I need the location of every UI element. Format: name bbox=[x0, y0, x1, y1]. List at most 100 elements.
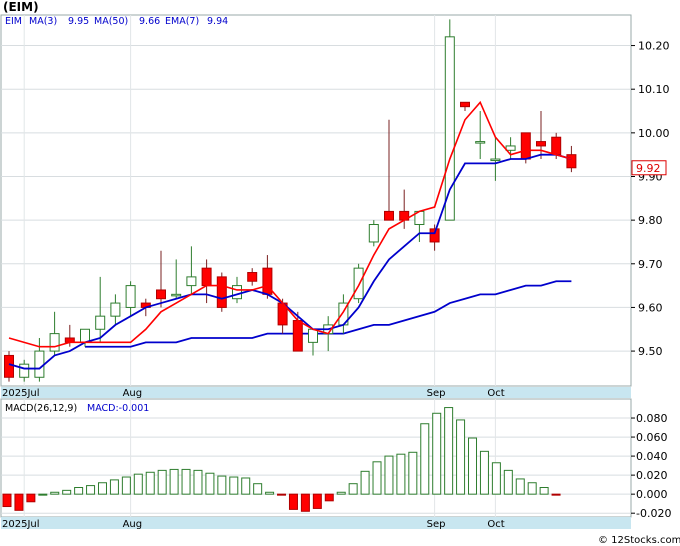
price-x-axis: 2025Jul Aug Sep Oct bbox=[2, 388, 505, 399]
candle-body-up bbox=[34, 350, 45, 378]
macd-bar-positive bbox=[456, 419, 466, 495]
candle bbox=[95, 276, 106, 343]
macd-bar-negative bbox=[551, 493, 561, 496]
macd-bar-positive bbox=[253, 483, 263, 495]
candle-body-down bbox=[292, 320, 303, 352]
macd-bar-positive bbox=[193, 469, 203, 495]
macd-y-tick-label: 0.000 bbox=[636, 488, 668, 501]
candle-body-up bbox=[444, 36, 455, 221]
macd-y-tick-label: -0.020 bbox=[636, 507, 671, 520]
macd-bar-positive bbox=[157, 469, 167, 495]
candle-body-up bbox=[80, 328, 90, 343]
candle-body-down bbox=[216, 276, 227, 308]
macd-bar-positive bbox=[479, 450, 489, 495]
candle-body-down bbox=[566, 154, 577, 169]
candle-body-down bbox=[551, 136, 562, 156]
candle bbox=[19, 359, 30, 382]
macd-bar-positive bbox=[97, 482, 107, 495]
candle bbox=[171, 259, 182, 299]
macd-bar-positive bbox=[527, 482, 537, 495]
macd-bar-positive bbox=[181, 468, 191, 495]
candle bbox=[429, 224, 440, 251]
ma3-line-layer bbox=[8, 100, 572, 348]
macd-legend-label: MACD(26,12,9) bbox=[5, 403, 77, 414]
macd-y-axis: 0.080 0.060 0.040 0.020 0.000 -0.020 bbox=[631, 412, 671, 520]
macd-bar-negative bbox=[288, 493, 298, 510]
candle bbox=[475, 111, 486, 160]
candle-body-up bbox=[490, 158, 501, 162]
macd-bar-positive bbox=[265, 491, 275, 495]
ma3-line bbox=[8, 100, 572, 348]
price-x-tick-label: Sep bbox=[427, 388, 446, 399]
candle bbox=[444, 19, 455, 221]
macd-bar-positive bbox=[205, 472, 215, 495]
macd-legend-value: MACD:-0.001 bbox=[87, 403, 149, 414]
macd-bar-positive bbox=[408, 451, 418, 495]
ema7-line bbox=[8, 153, 572, 370]
macd-bar-positive bbox=[396, 453, 406, 495]
price-x-tick-label: Aug bbox=[123, 388, 143, 399]
macd-bar-negative bbox=[14, 493, 24, 511]
price-y-tick-label: 9.80 bbox=[638, 214, 663, 227]
candle bbox=[156, 250, 166, 308]
macd-x-tick-label: 2025Jul bbox=[2, 519, 40, 530]
price-x-axis-band bbox=[1, 387, 631, 398]
macd-bar-positive bbox=[432, 412, 442, 495]
chart-title: (EIM) bbox=[3, 0, 39, 14]
macd-y-tick-label: 0.060 bbox=[636, 431, 668, 444]
macd-x-tick-label: Sep bbox=[427, 519, 446, 530]
legend-ma3-value: 9.95 bbox=[68, 16, 89, 27]
price-y-tick-label: 9.60 bbox=[638, 301, 663, 314]
legend-ma50-value: 9.66 bbox=[139, 16, 160, 27]
macd-y-tick-label: 0.040 bbox=[636, 450, 668, 463]
macd-bar-negative bbox=[2, 493, 12, 508]
macd-bar-negative bbox=[324, 493, 334, 502]
candle-body-up bbox=[95, 315, 106, 330]
candle-body-down bbox=[536, 141, 546, 147]
price-y-tick-label: 10.00 bbox=[638, 127, 670, 140]
candle-body-up bbox=[19, 363, 30, 378]
candle-body-up bbox=[353, 267, 364, 300]
price-gridlines bbox=[1, 15, 631, 386]
candle-body-up bbox=[308, 328, 318, 343]
macd-bar-negative bbox=[277, 493, 287, 496]
candle bbox=[460, 101, 470, 112]
candle-body-up bbox=[505, 145, 516, 151]
price-x-tick-label: Oct bbox=[487, 388, 504, 399]
candle-body-down bbox=[247, 272, 258, 282]
legend-symbol: EIM bbox=[5, 16, 22, 27]
last-price-tag: 9.92 bbox=[631, 160, 667, 176]
macd-bar-positive bbox=[372, 461, 382, 495]
candle-body-down bbox=[429, 228, 440, 243]
candle bbox=[4, 351, 14, 382]
macd-bar-positive bbox=[86, 485, 96, 495]
macd-x-axis-band bbox=[1, 517, 631, 529]
candle bbox=[490, 137, 501, 181]
last-price-value: 9.92 bbox=[636, 162, 661, 175]
candle bbox=[384, 119, 394, 221]
candle-body-up bbox=[186, 276, 197, 287]
candle-body-down bbox=[4, 354, 14, 378]
legend-ema7-value: 9.94 bbox=[207, 16, 228, 27]
price-y-tick-label: 9.70 bbox=[638, 258, 663, 271]
macd-bar-positive bbox=[539, 487, 549, 495]
candle-body-down bbox=[520, 132, 531, 160]
candle-body-up bbox=[110, 302, 121, 317]
candle-body-down bbox=[384, 210, 394, 221]
macd-y-tick-label: 0.020 bbox=[636, 469, 668, 482]
legend-ma3-label: MA(3) bbox=[29, 16, 57, 27]
macd-x-tick-label: Aug bbox=[123, 519, 143, 530]
candle bbox=[49, 311, 60, 356]
candle bbox=[247, 268, 258, 286]
candle-body-up bbox=[368, 224, 379, 243]
macd-bar-positive bbox=[217, 475, 227, 495]
price-y-tick-label: 9.50 bbox=[638, 345, 663, 358]
macd-bar-positive bbox=[336, 491, 346, 495]
macd-bar-negative bbox=[300, 493, 310, 512]
legend-ema7-label: EMA(7) bbox=[165, 16, 199, 27]
candle bbox=[125, 281, 136, 317]
macd-bar-positive bbox=[515, 478, 525, 495]
watermark: © 12Stocks.com bbox=[598, 535, 680, 546]
